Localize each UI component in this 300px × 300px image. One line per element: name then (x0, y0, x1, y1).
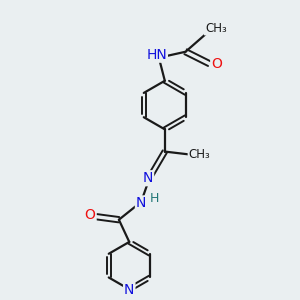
Text: CH₃: CH₃ (189, 148, 210, 161)
Text: HN: HN (146, 48, 167, 62)
Text: N: N (124, 283, 134, 297)
Text: N: N (136, 196, 146, 210)
Text: O: O (211, 57, 222, 70)
Text: H: H (150, 193, 159, 206)
Text: N: N (143, 171, 153, 185)
Text: CH₃: CH₃ (205, 22, 226, 34)
Text: O: O (85, 208, 96, 222)
